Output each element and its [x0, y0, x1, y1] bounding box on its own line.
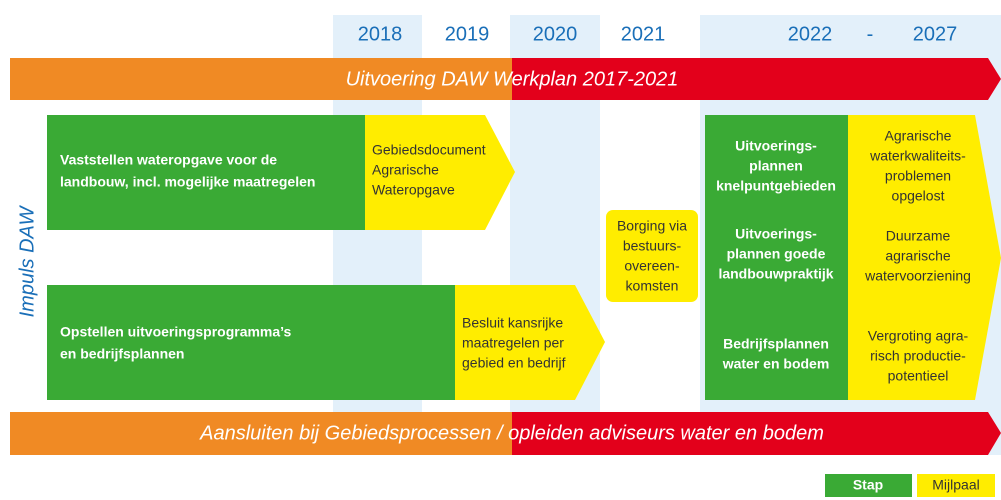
step-text: landbouwpraktijk: [718, 266, 833, 282]
milestone-text: maatregelen per: [462, 335, 564, 351]
year-label: 2020: [533, 23, 578, 45]
milestone-arrow: [365, 115, 515, 230]
step-box: [47, 115, 365, 230]
year-label: 2021: [621, 23, 666, 45]
year-label: -: [867, 23, 874, 45]
legend-label: Mijlpaal: [932, 477, 979, 493]
milestone-text: problemen: [885, 168, 951, 184]
year-label: 2019: [445, 23, 490, 45]
step-text: knelpuntgebieden: [716, 178, 836, 194]
milestone-text: overeen-: [624, 258, 680, 274]
milestone-text: agrarische: [885, 248, 951, 264]
banner-bottom-orange: [10, 412, 512, 455]
milestone-text: opgelost: [892, 188, 945, 204]
step-box: [705, 115, 848, 400]
milestone-text: bestuurs-: [623, 238, 682, 254]
step-box: [47, 285, 455, 400]
milestone-text: risch productie-: [870, 348, 966, 364]
milestone-text: Vergroting agra-: [868, 328, 969, 344]
milestone-text: gebied en bedrijf: [462, 355, 566, 371]
step-text: plannen goede: [727, 246, 826, 262]
banner-bottom-red: [512, 412, 1001, 455]
step-text: water en bodem: [722, 356, 830, 372]
banner-text: Uitvoering DAW Werkplan 2017-2021: [346, 68, 679, 90]
milestone-text: watervoorziening: [864, 268, 971, 284]
milestone-text: Besluit kansrijke: [462, 315, 563, 331]
step-text: en bedrijfsplannen: [60, 346, 184, 362]
milestone-text: waterkwaliteits-: [869, 148, 966, 164]
year-label: 2018: [358, 23, 403, 45]
year-label: 2027: [913, 23, 958, 45]
step-text: landbouw, incl. mogelijke maatregelen: [60, 174, 315, 190]
milestone-text: potentieel: [888, 368, 949, 384]
step-text: Uitvoerings-: [735, 138, 817, 154]
legend-swatch: [917, 474, 995, 497]
milestone-text: Duurzame: [886, 228, 951, 244]
step-text: Bedrijfsplannen: [723, 336, 829, 352]
milestone-text: Agrarische: [372, 162, 439, 178]
legend-label: Stap: [853, 477, 883, 493]
year-label: 2022: [788, 23, 833, 45]
side-label: Impuls DAW: [16, 204, 38, 317]
step-text: Vaststellen wateropgave voor de: [60, 152, 277, 168]
milestone-arrow: [848, 115, 1001, 400]
banner-text: Aansluiten bij Gebiedsprocessen / opleid…: [199, 422, 824, 444]
banner-top-orange: [10, 58, 512, 100]
milestone-text: Wateropgave: [372, 182, 455, 198]
banner-top-red: [512, 58, 1001, 100]
milestone-box: [606, 210, 698, 302]
step-text: plannen: [749, 158, 803, 174]
milestone-text: Borging via: [617, 218, 687, 234]
step-text: Opstellen uitvoeringsprogramma’s: [60, 324, 292, 340]
legend-swatch: [825, 474, 912, 497]
milestone-text: Agrarische: [885, 128, 952, 144]
step-text: Uitvoerings-: [735, 226, 817, 242]
milestone-text: komsten: [626, 278, 679, 294]
milestone-text: Gebiedsdocument: [372, 142, 486, 158]
milestone-arrow: [455, 285, 605, 400]
